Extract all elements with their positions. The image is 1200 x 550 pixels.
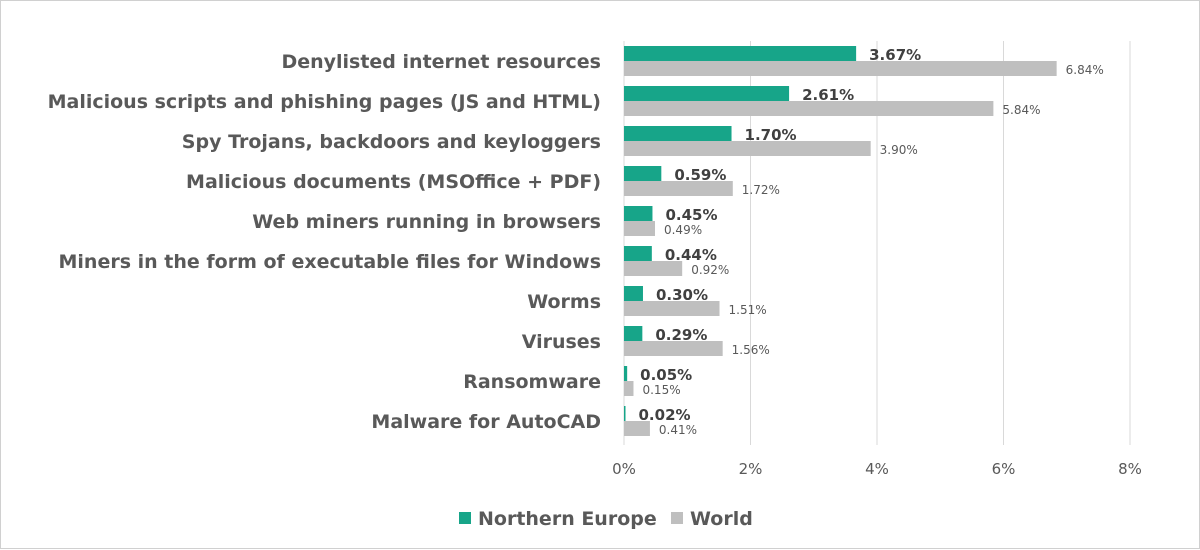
data-label-northern-europe: 0.05% xyxy=(640,366,692,384)
bar-northern-europe xyxy=(624,286,643,301)
x-axis-ticks: 0% 2% 4% 6% 8% xyxy=(612,460,1142,478)
x-tick-label: 6% xyxy=(992,460,1016,478)
x-tick-label: 4% xyxy=(865,460,889,478)
x-tick-label: 0% xyxy=(612,460,636,478)
category-label: Spy Trojans, backdoors and keyloggers xyxy=(182,131,601,153)
bar-northern-europe xyxy=(624,86,790,101)
category-label: Ransomware xyxy=(463,371,601,393)
data-label-northern-europe: 0.44% xyxy=(665,246,717,264)
category-label: Worms xyxy=(527,291,601,313)
legend: Northern Europe World xyxy=(459,508,753,530)
bar-world xyxy=(624,141,871,156)
data-label-world: 0.92% xyxy=(691,263,729,277)
category-labels: Denylisted internet resources Malicious s… xyxy=(48,51,601,433)
bar-northern-europe xyxy=(624,206,653,221)
category-label: Malicious scripts and phishing pages (JS… xyxy=(48,91,601,113)
category-label: Miners in the form of executable files f… xyxy=(59,251,601,273)
bar-world xyxy=(624,61,1057,76)
data-label-world: 0.41% xyxy=(659,423,697,437)
data-label-world: 0.49% xyxy=(664,223,702,237)
data-label-northern-europe: 0.02% xyxy=(639,406,691,424)
legend-label-world: World xyxy=(690,508,753,530)
bar-northern-europe xyxy=(624,326,643,341)
data-label-northern-europe: 0.45% xyxy=(665,206,717,224)
bar-northern-europe xyxy=(624,126,732,141)
bar-world xyxy=(624,261,683,276)
x-tick-label: 2% xyxy=(739,460,763,478)
category-label: Malicious documents (MSOffice + PDF) xyxy=(186,171,601,193)
data-label-northern-europe: 2.61% xyxy=(802,86,854,104)
bar-northern-europe xyxy=(624,246,652,261)
category-label: Viruses xyxy=(522,331,601,353)
x-tick-label: 8% xyxy=(1118,460,1142,478)
data-label-world: 1.72% xyxy=(742,183,780,197)
data-label-world: 1.51% xyxy=(729,303,767,317)
legend-swatch-world xyxy=(671,512,683,524)
bar-world xyxy=(624,381,634,396)
category-label: Web miners running in browsers xyxy=(252,211,601,233)
data-label-world: 5.84% xyxy=(1002,103,1040,117)
bar-northern-europe xyxy=(624,46,857,61)
data-label-northern-europe: 0.29% xyxy=(655,326,707,344)
bars: 3.67% 6.84% 2.61% 5.84% 1.70% 3.90% 0.59% 1.72%… xyxy=(624,46,1104,437)
bar-northern-europe xyxy=(624,366,628,381)
data-label-northern-europe: 0.59% xyxy=(674,166,726,184)
data-label-world: 1.56% xyxy=(732,343,770,357)
bar-world xyxy=(624,221,655,236)
data-label-world: 6.84% xyxy=(1066,63,1104,77)
data-label-world: 3.90% xyxy=(880,143,918,157)
bar-world xyxy=(624,301,720,316)
data-label-northern-europe: 0.30% xyxy=(656,286,708,304)
legend-label-northern-europe: Northern Europe xyxy=(478,508,657,530)
bar-world xyxy=(624,101,994,116)
legend-swatch-northern-europe xyxy=(459,512,471,524)
bar-northern-europe xyxy=(624,406,626,421)
category-label: Malware for AutoCAD xyxy=(371,411,601,433)
bar-world xyxy=(624,181,733,196)
data-label-world: 0.15% xyxy=(642,383,680,397)
data-label-northern-europe: 3.67% xyxy=(869,46,921,64)
data-label-northern-europe: 1.70% xyxy=(745,126,797,144)
category-label: Denylisted internet resources xyxy=(281,51,601,73)
bar-world xyxy=(624,341,723,356)
bar-northern-europe xyxy=(624,166,662,181)
bar-world xyxy=(624,421,650,436)
